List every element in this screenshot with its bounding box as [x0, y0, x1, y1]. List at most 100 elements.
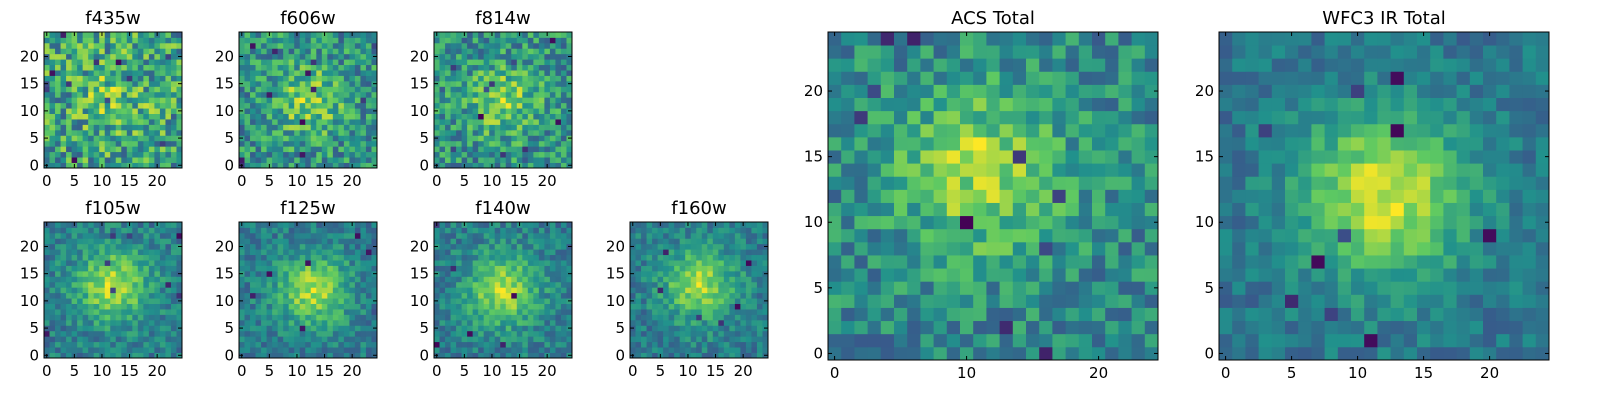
- heatmap-cell: [712, 341, 719, 348]
- heatmap-cell: [439, 157, 446, 163]
- heatmap-cell: [332, 287, 339, 294]
- heatmap-cell: [751, 341, 758, 348]
- heatmap-cell: [55, 341, 61, 348]
- heatmap-cell: [745, 330, 752, 337]
- heatmap-cell: [55, 222, 61, 228]
- heatmap-cell: [544, 325, 551, 332]
- heatmap-cell: [456, 113, 462, 120]
- heatmap-cell: [99, 97, 106, 104]
- heatmap-cell: [176, 303, 183, 310]
- heatmap-cell: [1092, 202, 1106, 217]
- heatmap-cell: [115, 336, 122, 343]
- heatmap-cell: [696, 232, 703, 239]
- heatmap-cell: [516, 309, 523, 315]
- heatmap-cell: [371, 238, 378, 245]
- heatmap-cell: [321, 129, 328, 136]
- heatmap-cell: [99, 129, 106, 136]
- heatmap-cell: [920, 163, 934, 177]
- heatmap-cell: [88, 129, 95, 136]
- heatmap-cell: [555, 151, 562, 158]
- heatmap-cell: [250, 86, 256, 93]
- heatmap-cell: [272, 249, 279, 256]
- heatmap-cell: [1118, 333, 1132, 348]
- heatmap-cell: [635, 227, 642, 234]
- heatmap-cell: [44, 140, 50, 147]
- heatmap-cell: [494, 314, 501, 321]
- heatmap-cell: [439, 53, 446, 60]
- heatmap-cell: [143, 75, 150, 82]
- heatmap-cell: [93, 227, 100, 234]
- heatmap-cell: [707, 341, 714, 348]
- heatmap-cell: [652, 314, 658, 321]
- heatmap-cell: [126, 102, 133, 109]
- heatmap-cell: [82, 32, 89, 38]
- heatmap-cell: [354, 108, 361, 114]
- heatmap-cell: [110, 32, 117, 38]
- heatmap-cell: [696, 260, 703, 266]
- heatmap-cell: [148, 325, 155, 332]
- heatmap-cell: [489, 119, 496, 125]
- heatmap-cell: [635, 330, 642, 337]
- heatmap-cell: [343, 298, 350, 304]
- heatmap-cell: [88, 97, 95, 104]
- heatmap-cell: [305, 64, 312, 71]
- heatmap-cell: [566, 129, 573, 136]
- heatmap-cell: [239, 319, 245, 326]
- heatmap-cell: [343, 108, 350, 114]
- heatmap-cell: [110, 347, 117, 353]
- heatmap-cell: [467, 281, 474, 288]
- heatmap-cell: [77, 303, 84, 310]
- heatmap-cell: [533, 238, 540, 245]
- heatmap-cell: [288, 319, 295, 326]
- heatmap-cell: [740, 336, 747, 343]
- heatmap-cell: [137, 102, 144, 109]
- heatmap-cell: [165, 86, 172, 93]
- heatmap-cell: [494, 140, 501, 147]
- heatmap-cell: [685, 243, 692, 250]
- heatmap-cell: [880, 346, 895, 361]
- heatmap-cell: [148, 254, 155, 261]
- heatmap-cell: [360, 42, 367, 49]
- heatmap-cell: [316, 151, 323, 158]
- heatmap-cell: [652, 330, 658, 337]
- heatmap-cell: [143, 151, 150, 158]
- heatmap-cell: [143, 80, 150, 87]
- heatmap-cell: [489, 80, 496, 87]
- heatmap-cell: [44, 157, 50, 163]
- heatmap-cell: [104, 254, 111, 261]
- heatmap-cell: [82, 270, 89, 277]
- heatmap-cell: [555, 347, 562, 353]
- heatmap-cell: [867, 255, 882, 269]
- heatmap-cell: [137, 135, 144, 142]
- heatmap-cell: [170, 347, 177, 353]
- y-tick-label: 5: [615, 319, 625, 337]
- heatmap-cell: [332, 80, 339, 87]
- heatmap-cell: [71, 270, 78, 277]
- heatmap-cell: [933, 346, 948, 361]
- heatmap-cell: [450, 298, 457, 304]
- heatmap-cell: [49, 260, 56, 266]
- heatmap-cell: [946, 228, 961, 243]
- heatmap-cell: [489, 48, 496, 55]
- heatmap-cell: [88, 227, 95, 234]
- heatmap-cell: [250, 287, 256, 294]
- heatmap-cell: [544, 276, 551, 283]
- heatmap-cell: [244, 113, 251, 120]
- x-tick-label: 0: [432, 362, 442, 380]
- heatmap-cell: [371, 146, 378, 153]
- heatmap-cell: [478, 86, 485, 93]
- heatmap-cell: [121, 287, 128, 294]
- heatmap-cell: [310, 80, 317, 87]
- heatmap-cell: [500, 330, 507, 337]
- heatmap-cell: [685, 347, 692, 353]
- heatmap-cell: [148, 102, 155, 109]
- heatmap-cell: [478, 80, 485, 87]
- heatmap-cell: [327, 298, 334, 304]
- heatmap-cell: [723, 352, 730, 359]
- heatmap-cell: [434, 146, 440, 153]
- heatmap-cell: [261, 341, 267, 348]
- heatmap-cell: [321, 298, 328, 304]
- heatmap-cell: [723, 303, 730, 310]
- heatmap-cell: [255, 227, 262, 234]
- heatmap-cell: [478, 135, 485, 142]
